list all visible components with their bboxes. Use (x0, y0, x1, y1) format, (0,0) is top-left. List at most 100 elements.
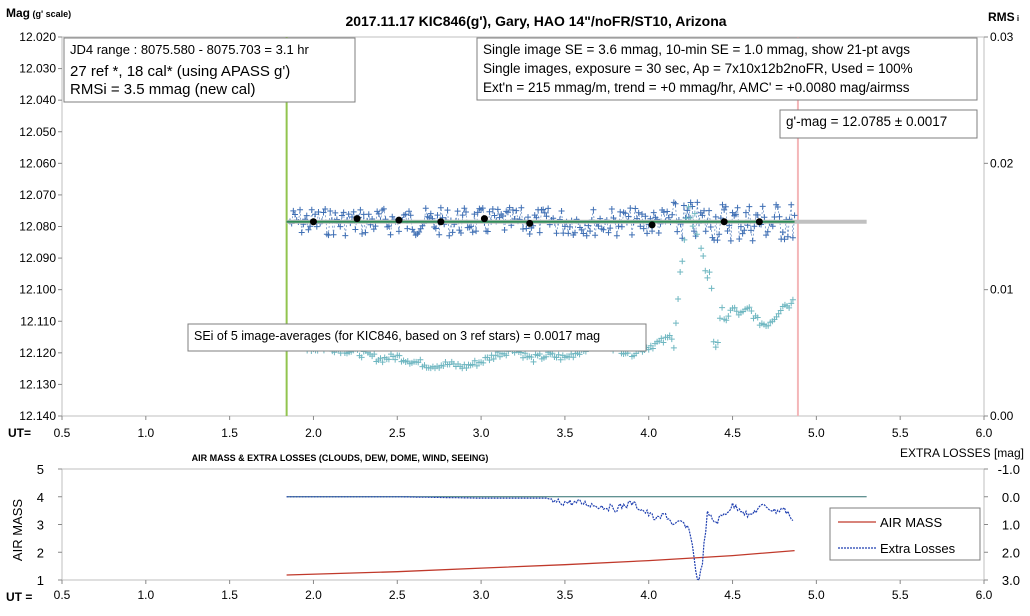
target-mag-point (684, 207, 691, 214)
target-mag-point (639, 211, 646, 218)
rms-point (473, 362, 480, 369)
target-mag-point (463, 208, 470, 215)
target-mag-point (427, 210, 434, 217)
target-mag-point (543, 213, 550, 220)
target-mag-point (375, 210, 382, 217)
x2-tick-label: 4.0 (640, 588, 657, 602)
target-mag-point (459, 212, 466, 219)
rms-point (672, 320, 679, 327)
x-tick-label: 0.5 (54, 426, 71, 440)
target-mag-point (674, 228, 681, 235)
target-mag-point (736, 236, 743, 243)
target-mag-point (372, 223, 379, 230)
rms-point (480, 359, 487, 366)
target-mag-point (541, 209, 548, 216)
target-mag-point (380, 205, 387, 212)
legend-frame (829, 507, 981, 561)
target-mag-point (595, 223, 602, 230)
x-axis-label: UT= (8, 426, 31, 440)
target-mag-point (587, 228, 594, 235)
airmass-tick-label: 3 (37, 518, 44, 533)
target-mag-point (474, 209, 481, 216)
target-mag-point (622, 210, 629, 217)
target-mag-point (722, 203, 729, 210)
target-mag-point (545, 205, 552, 212)
target-mag-point (385, 222, 392, 229)
x-tick-label: 2.5 (389, 426, 406, 440)
target-mag-point (694, 199, 701, 206)
target-mag-point (702, 228, 709, 235)
target-mag-point (491, 212, 498, 219)
target-mag-point (781, 236, 788, 243)
target-mag-point (751, 223, 758, 230)
x2-tick-label: 3.0 (473, 588, 490, 602)
losses-tick-label: 3.0 (1002, 573, 1020, 588)
target-mag-point (627, 205, 634, 212)
target-mag-point (437, 204, 444, 211)
target-mag-point (417, 225, 424, 232)
x2-tick-label: 0.5 (54, 588, 71, 602)
rms-point (530, 358, 537, 365)
target-mag-point (402, 211, 409, 218)
image-average-point (720, 218, 728, 226)
x2-tick-label: 4.5 (724, 588, 741, 602)
target-mag-point (407, 212, 414, 219)
target-mag-point (565, 230, 572, 237)
target-mag-point (471, 211, 478, 218)
info-box-se-frame (476, 37, 978, 101)
target-mag-point (590, 206, 597, 213)
rms-point (658, 335, 665, 342)
target-mag-point (525, 214, 532, 221)
legend-airmass-label: AIR MASS (880, 515, 942, 530)
info-box-jd-frame (63, 37, 356, 103)
x2-tick-label: 5.0 (808, 588, 825, 602)
rms-point (570, 354, 577, 361)
x-tick-label: 2.0 (305, 426, 322, 440)
target-mag-point (457, 230, 464, 237)
target-mag-point (518, 204, 525, 211)
image-average-point (437, 218, 445, 226)
rms-point (666, 332, 673, 339)
target-mag-point (404, 225, 411, 232)
rms-point (377, 355, 384, 362)
rms-point (689, 223, 696, 230)
target-mag-point (729, 209, 736, 216)
y-tick-label: 12.110 (20, 314, 56, 328)
target-mag-point (754, 212, 761, 219)
rms-point (490, 355, 497, 362)
x2-tick-label: 1.5 (221, 588, 238, 602)
target-mag-point (509, 207, 516, 214)
target-mag-point (504, 209, 511, 216)
rms-point (371, 351, 378, 358)
target-mag-point (592, 232, 599, 239)
target-mag-point (337, 223, 344, 230)
target-mag-point (436, 231, 443, 238)
losses-tick-label: 1.0 (1002, 518, 1020, 533)
target-mag-point (578, 226, 585, 233)
image-average-point (755, 218, 763, 226)
x-tick-label: 5.5 (892, 426, 909, 440)
target-mag-point (312, 211, 319, 218)
target-mag-point (496, 214, 503, 221)
target-mag-point (680, 202, 687, 209)
target-mag-point (342, 232, 349, 239)
rms-point (528, 354, 535, 361)
target-mag-point (449, 229, 456, 236)
target-mag-point (561, 223, 568, 230)
target-mag-point (320, 209, 327, 216)
target-mag-point (526, 230, 533, 237)
x-tick-label: 6.0 (976, 426, 993, 440)
target-mag-point (769, 223, 776, 230)
target-mag-point (486, 208, 493, 215)
airmass-line (286, 549, 795, 576)
target-mag-point (365, 211, 372, 218)
rms-point (708, 285, 715, 292)
rms-point (469, 361, 476, 368)
target-mag-point (690, 228, 697, 235)
y2-tick-label: 0.03 (990, 30, 1014, 44)
target-mag-point (746, 203, 753, 210)
target-mag-point (315, 209, 322, 216)
target-mag-point (724, 227, 731, 234)
target-mag-point (789, 234, 796, 241)
